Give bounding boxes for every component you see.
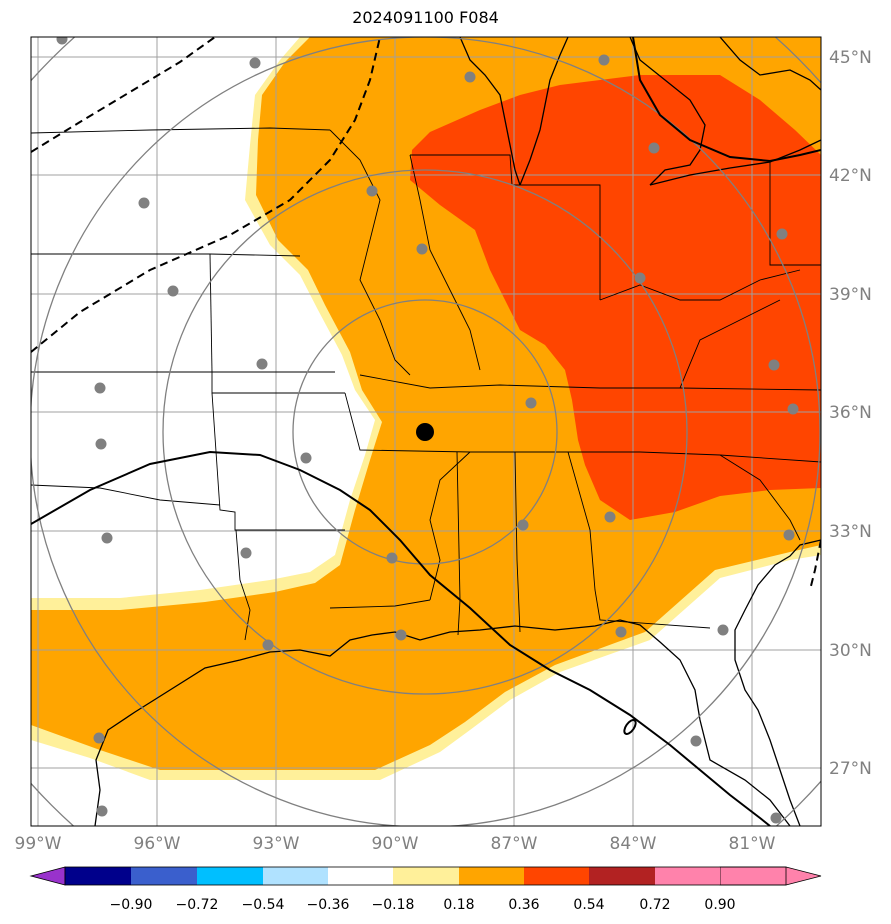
lat-label-33: 33°N (829, 522, 872, 542)
solid-contours (31, 37, 821, 826)
map-frame (30, 36, 822, 827)
colorbar-extend-low (29, 866, 66, 886)
colorbar-frame (64, 866, 787, 886)
colorbar-tick: −0.36 (307, 897, 350, 913)
lon-label-93: 93°W (253, 834, 300, 854)
lat-label-36: 36°N (829, 403, 872, 423)
dashed-contours (31, 37, 821, 591)
lon-label-96: 96°W (134, 834, 181, 854)
lon-label-81: 81°W (729, 834, 776, 854)
lat-label-45: 45°N (829, 48, 872, 68)
state-borders (31, 127, 821, 641)
colorbar-segment (263, 867, 328, 885)
center-marker (416, 423, 434, 441)
colorbar-segment (524, 867, 589, 885)
lon-label-84: 84°W (610, 834, 657, 854)
lat-label-30: 30°N (829, 641, 872, 661)
colorbar-tick: 0.54 (573, 897, 604, 913)
colorbar-tick: −0.90 (110, 897, 153, 913)
lat-label-27: 27°N (829, 759, 872, 779)
colorbar-segment (131, 867, 197, 885)
colorbar-tick: −0.18 (372, 897, 415, 913)
colorbar-tick: −0.54 (242, 897, 285, 913)
colorbar-tick: 0.72 (639, 897, 670, 913)
colorbar-segment (393, 867, 459, 885)
colorbar: −0.90 −0.72 −0.54 −0.36 −0.18 0.18 0.36 … (29, 866, 822, 913)
lat-label-42: 42°N (829, 166, 872, 186)
map-title: 2024091100 F084 (352, 8, 499, 27)
colorbar-segment (655, 867, 720, 885)
colorbar-segment (65, 867, 131, 885)
lon-label-87: 87°W (491, 834, 538, 854)
shade-red-region (410, 75, 821, 520)
station-markers (56, 37, 799, 824)
colorbar-segment (589, 867, 655, 885)
lat-labels: 45°N 42°N 39°N 36°N 33°N 30°N 27°N (829, 48, 872, 779)
colorbar-segment (328, 867, 393, 885)
lat-label-39: 39°N (829, 285, 872, 305)
lon-labels: 99°W 96°W 93°W 90°W 87°W 84°W 81°W (15, 834, 776, 854)
coastlines (94, 37, 821, 826)
colorbar-segment (459, 867, 524, 885)
lon-label-90: 90°W (372, 834, 419, 854)
colorbar-tick: 0.90 (704, 897, 735, 913)
colorbar-segment (197, 867, 263, 885)
colorbar-extend-high (719, 866, 822, 886)
colorbar-tick: 0.18 (443, 897, 474, 913)
lon-label-99: 99°W (15, 834, 62, 854)
colorbar-tick: −0.72 (176, 897, 219, 913)
colorbar-tick: 0.36 (508, 897, 539, 913)
